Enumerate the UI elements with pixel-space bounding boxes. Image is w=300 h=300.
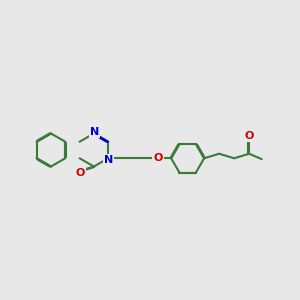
Text: O: O [244,131,254,141]
Text: N: N [104,155,113,165]
Text: O: O [154,153,163,163]
Text: N: N [90,127,99,137]
Text: O: O [76,168,86,178]
